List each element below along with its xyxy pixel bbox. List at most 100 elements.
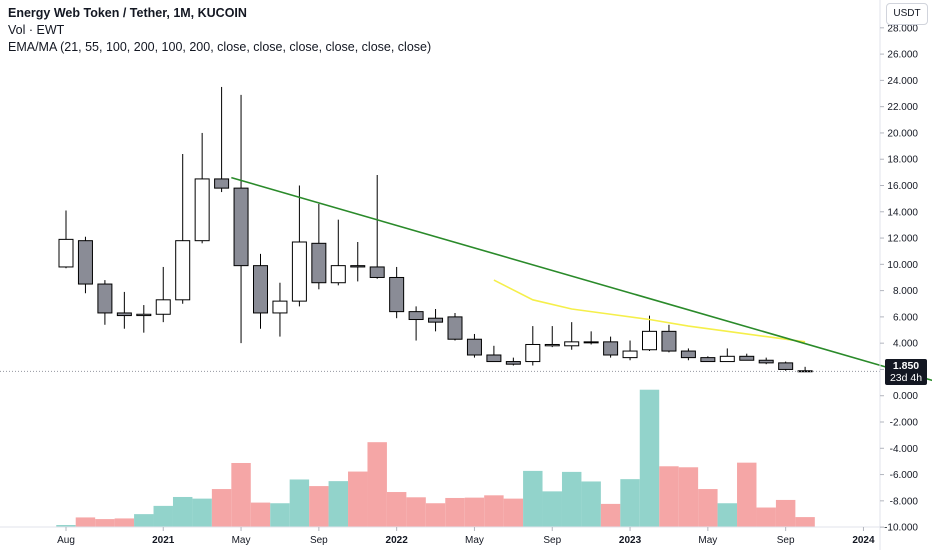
- candle-body: [739, 355, 755, 361]
- candle-body: [291, 241, 307, 302]
- price-tick-label: 16.000: [887, 181, 918, 192]
- volume-bar: [309, 486, 329, 527]
- candle-body: [603, 341, 619, 356]
- candle-body: [194, 178, 210, 242]
- last-price-tag: 1.850 23d 4h: [885, 359, 927, 385]
- candle-body: [525, 343, 541, 363]
- volume-bar: [406, 497, 426, 527]
- bar-countdown: 23d 4h: [889, 372, 923, 384]
- volume-bar: [289, 479, 310, 527]
- indicator-lines: [0, 176, 932, 382]
- volume-bar: [425, 503, 446, 527]
- price-tick-label: 8.000: [893, 286, 918, 297]
- candle-body: [642, 330, 657, 351]
- candle-body: [253, 265, 268, 314]
- candle-body: [622, 350, 638, 359]
- candle-body: [389, 276, 405, 313]
- time-tick-label: Aug: [57, 535, 75, 546]
- volume-bar: [503, 498, 524, 527]
- volume-bar: [367, 442, 387, 527]
- price-tick-label: 20.000: [887, 128, 918, 139]
- volume-bar: [698, 489, 718, 527]
- volume-bars: [56, 389, 815, 527]
- volume-bar: [134, 514, 154, 527]
- candle-body: [505, 361, 521, 365]
- candle-body: [700, 357, 716, 363]
- candle-body: [719, 355, 735, 363]
- volume-bar: [581, 481, 601, 527]
- volume-bar: [523, 470, 543, 527]
- time-tick-label: May: [232, 535, 251, 546]
- volume-bar: [659, 466, 679, 527]
- candle-body: [778, 362, 794, 370]
- volume-bar: [348, 471, 368, 527]
- price-tick-label: 24.000: [887, 76, 918, 87]
- last-price-value: 1.850: [892, 360, 920, 372]
- candle-body: [155, 299, 171, 315]
- candle-body: [97, 283, 113, 314]
- price-tick-label: 18.000: [887, 155, 918, 166]
- volume-bar: [620, 479, 640, 527]
- candle-body: [408, 311, 424, 321]
- price-tick-label: 26.000: [887, 50, 918, 61]
- candle-body: [311, 242, 327, 284]
- candle-body: [758, 359, 774, 364]
- candle-body: [175, 240, 191, 301]
- trendline: [231, 176, 932, 382]
- volume-bar: [737, 462, 757, 527]
- volume-bar: [231, 462, 251, 527]
- price-tick-label: 4.000: [893, 339, 918, 350]
- price-tick-label: -6.000: [890, 470, 919, 481]
- time-tick-label: Sep: [543, 535, 561, 546]
- volume-bar: [95, 519, 115, 527]
- price-tick-label: -2.000: [890, 418, 919, 429]
- price-tick-label: -4.000: [890, 444, 919, 455]
- volume-bar: [717, 503, 738, 527]
- time-tick-label: 2024: [852, 535, 875, 546]
- price-tick-label: -8.000: [890, 496, 919, 507]
- price-tick-label: 12.000: [887, 234, 918, 245]
- ema-line: [493, 279, 806, 343]
- volume-bar: [328, 481, 349, 527]
- volume-bar: [250, 502, 271, 527]
- ema-legend[interactable]: EMA/MA (21, 55, 100, 200, 100, 200, clos…: [8, 40, 432, 54]
- currency-button[interactable]: USDT: [886, 3, 928, 25]
- volume-bar: [756, 507, 776, 527]
- price-tick-label: -10.000: [884, 523, 918, 534]
- candle-body: [486, 354, 502, 363]
- volume-bar: [639, 389, 660, 527]
- volume-legend[interactable]: Vol · EWT: [8, 23, 65, 37]
- candle-body: [77, 240, 93, 285]
- volume-bar: [678, 467, 699, 527]
- candle-body: [369, 266, 385, 278]
- candle-body: [330, 265, 346, 284]
- candle-body: [428, 317, 444, 323]
- price-tick-label: 6.000: [893, 312, 918, 323]
- time-tick-label: 2021: [152, 535, 175, 546]
- volume-bar: [464, 497, 485, 527]
- candle-body: [447, 316, 463, 340]
- candle-body: [272, 300, 288, 314]
- volume-bar: [172, 496, 193, 527]
- candle-body: [466, 338, 482, 356]
- candle-body: [350, 265, 366, 268]
- time-tick-label: May: [465, 535, 484, 546]
- price-tick-label: 0.000: [893, 391, 918, 402]
- price-tick-label: 10.000: [887, 260, 918, 271]
- candle-body: [214, 178, 230, 189]
- volume-bar: [386, 492, 407, 527]
- time-tick-label: Sep: [777, 535, 795, 546]
- candle-body: [544, 343, 560, 347]
- volume-bar: [600, 503, 621, 527]
- symbol-title[interactable]: Energy Web Token / Tether, 1M, KUCOIN: [8, 6, 247, 20]
- volume-bar: [445, 497, 465, 527]
- time-axis: Aug 2021 May Sep 2022 May Sep 2023 May Sep 2024: [57, 527, 875, 546]
- volume-bar: [775, 499, 796, 527]
- time-tick-label: Sep: [310, 535, 328, 546]
- candle-body: [116, 312, 132, 317]
- volume-bar: [561, 471, 582, 527]
- volume-bar: [114, 518, 135, 527]
- volume-bar: [270, 503, 290, 527]
